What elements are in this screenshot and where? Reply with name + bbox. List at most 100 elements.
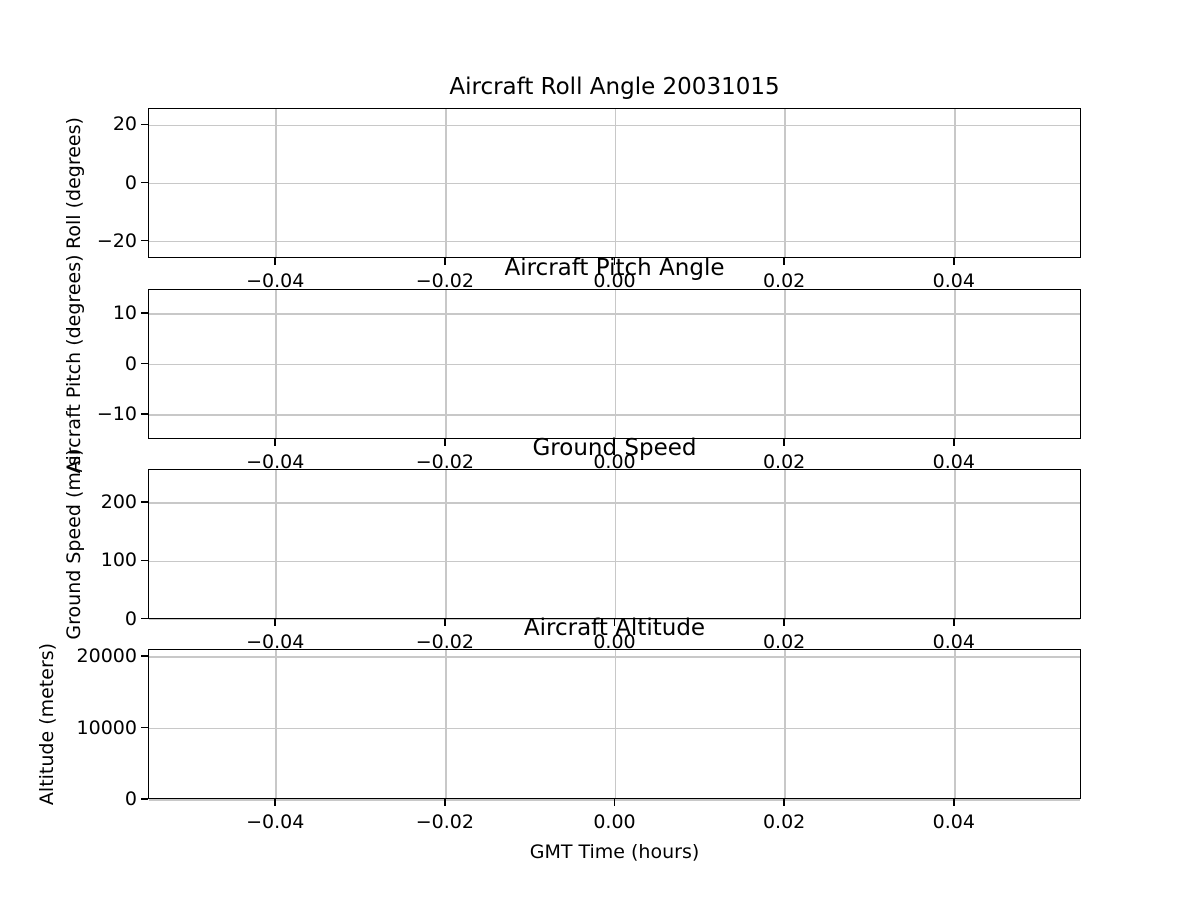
x-tick-label: −0.02 (415, 811, 474, 833)
y-gridline (149, 502, 1080, 504)
x-gridline (445, 650, 447, 798)
x-gridline (954, 108, 956, 257)
y-tick-label: 200 (100, 491, 137, 514)
x-tick-label: 0.02 (762, 811, 806, 833)
y-gridline (149, 182, 1080, 185)
y-tick-label: 20000 (76, 645, 137, 668)
x-tick-mark (274, 799, 277, 806)
x-tick-label: 0.00 (593, 269, 636, 292)
x-tick-label: 0.00 (593, 630, 636, 653)
y-tick-label: 100 (100, 549, 137, 572)
x-tick-mark (952, 438, 955, 446)
x-tick-mark (274, 257, 277, 265)
y-axis-label-aircraft-pitch-angle: Aircraft Pitch (degrees) (63, 253, 85, 474)
x-tick-label: 0.02 (762, 269, 806, 292)
x-tick-mark (783, 257, 785, 265)
x-axis-label: GMT Time (hours) (529, 841, 700, 863)
y-gridline (149, 363, 1080, 366)
x-tick-mark (444, 257, 446, 265)
x-gridline (614, 650, 617, 798)
x-tick-label: 0.00 (593, 811, 636, 833)
x-gridline (614, 108, 617, 257)
y-tick-mark (141, 559, 148, 562)
y-gridline (149, 124, 1080, 127)
x-tick-label: −0.04 (246, 269, 305, 292)
x-gridline (445, 469, 447, 618)
x-gridline (275, 289, 277, 438)
x-gridline (784, 108, 786, 257)
x-gridline (784, 469, 786, 618)
x-gridline (614, 469, 617, 618)
y-tick-label: 0 (124, 788, 137, 810)
x-tick-mark (613, 438, 616, 446)
y-tick-mark (141, 239, 148, 242)
x-tick-mark (613, 618, 616, 626)
x-tick-label: −0.02 (415, 269, 474, 292)
y-tick-mark (141, 726, 148, 729)
x-tick-label: −0.04 (246, 811, 305, 833)
axes-aircraft-altitude (148, 649, 1081, 801)
x-gridline (275, 650, 277, 798)
y-tick-mark (141, 617, 148, 620)
x-tick-mark (274, 618, 277, 626)
x-tick-label: 0.04 (932, 811, 975, 833)
x-gridline (614, 289, 617, 438)
y-tick-label: 10000 (76, 716, 137, 739)
x-gridline (954, 650, 956, 798)
x-tick-mark (952, 618, 955, 626)
y-tick-label: 20 (112, 113, 137, 136)
axes-aircraft-pitch-angle (148, 288, 1081, 439)
y-tick-mark (141, 798, 148, 800)
y-gridline (149, 727, 1080, 730)
y-tick-mark (141, 655, 148, 657)
x-tick-mark (783, 799, 785, 806)
y-gridline (149, 414, 1080, 416)
y-tick-label: −10 (96, 403, 137, 426)
y-tick-label: −20 (96, 229, 137, 252)
subplot-title-aircraft-pitch-angle: Aircraft Pitch Angle (504, 254, 725, 281)
x-tick-mark (274, 438, 277, 446)
subplot-title-aircraft-roll-angle-20031015: Aircraft Roll Angle 20031015 (449, 73, 780, 100)
axes-ground-speed (148, 468, 1081, 621)
x-tick-label: 0.02 (762, 630, 806, 653)
x-tick-mark (444, 799, 446, 806)
x-tick-mark (952, 257, 955, 265)
axes-aircraft-roll-angle-20031015 (148, 107, 1081, 258)
x-tick-label: 0.04 (932, 630, 975, 653)
y-tick-label: 10 (112, 301, 137, 324)
x-gridline (445, 108, 447, 257)
x-tick-mark (444, 438, 446, 446)
x-tick-label: 0.02 (762, 450, 806, 473)
y-tick-mark (141, 181, 148, 184)
x-tick-label: −0.02 (415, 630, 474, 653)
x-tick-mark (783, 618, 785, 626)
x-gridline (784, 650, 786, 798)
x-tick-label: −0.04 (246, 630, 305, 653)
x-tick-label: 0.04 (932, 269, 975, 292)
y-tick-mark (141, 413, 148, 415)
x-tick-mark (952, 799, 955, 806)
y-tick-label: 0 (124, 352, 137, 375)
x-gridline (954, 469, 956, 618)
subplot-title-aircraft-altitude: Aircraft Altitude (523, 615, 706, 641)
y-tick-label: 0 (124, 607, 137, 630)
subplot-title-ground-speed: Ground Speed (532, 434, 697, 461)
x-gridline (784, 289, 786, 438)
x-tick-label: −0.04 (246, 450, 305, 473)
x-tick-mark (613, 799, 616, 806)
x-gridline (275, 469, 277, 618)
y-axis-label-aircraft-altitude: Altitude (meters) (36, 642, 58, 806)
y-gridline (149, 656, 1080, 658)
x-tick-mark (613, 257, 616, 265)
x-gridline (275, 108, 277, 257)
x-gridline (445, 289, 447, 438)
y-gridline (149, 313, 1080, 315)
y-tick-label: 0 (124, 171, 137, 194)
x-tick-mark (444, 618, 446, 626)
y-axis-label-ground-speed: Ground Speed (m/s) (63, 447, 85, 640)
y-tick-mark (141, 362, 148, 365)
y-gridline (149, 560, 1080, 563)
x-tick-label: 0.04 (932, 450, 975, 473)
y-tick-mark (141, 123, 148, 126)
